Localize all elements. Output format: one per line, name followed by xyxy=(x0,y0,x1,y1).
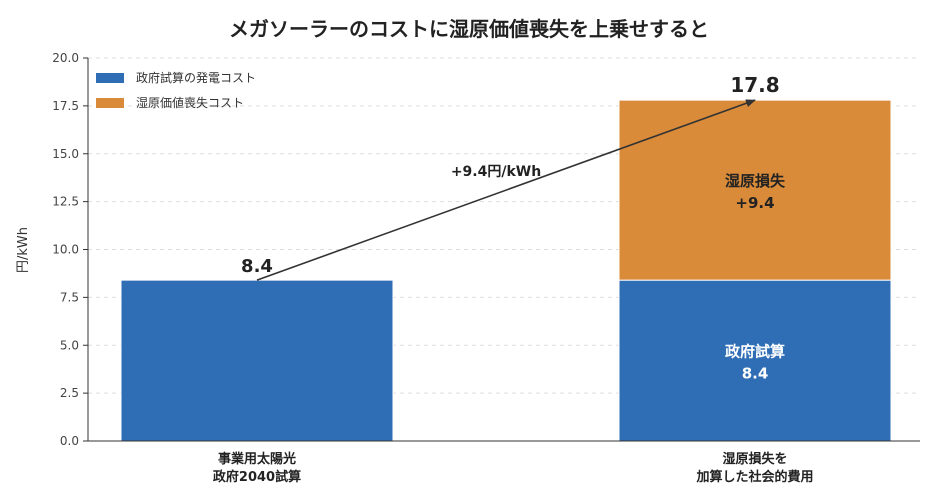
y-tick-label: 2.5 xyxy=(60,386,79,400)
y-tick-label: 17.5 xyxy=(52,99,79,113)
y-tick-label: 12.5 xyxy=(52,195,79,209)
y-tick-label: 20.0 xyxy=(52,51,79,65)
legend-label: 政府試算の発電コスト xyxy=(136,70,256,85)
legend-label: 湿原価値喪失コスト xyxy=(136,95,244,110)
bar-segment xyxy=(120,279,394,442)
y-tick-label: 10.0 xyxy=(52,243,79,257)
bar-segment xyxy=(618,279,892,442)
bar-segment xyxy=(618,99,892,281)
y-tick-label: 7.5 xyxy=(60,290,79,304)
labels: 政府試算 8.4 湿原損失+9.4 8.4 17.8 +9.4円/kWh 事業用太陽光政府2… xyxy=(213,73,814,485)
bar-segment-label: 湿原損失+9.4 xyxy=(725,172,786,212)
bars xyxy=(120,99,892,442)
y-tick-label: 5.0 xyxy=(60,338,79,352)
bar-total-label: 8.4 xyxy=(241,256,273,277)
y-axis-label: 円/kWh xyxy=(16,227,31,273)
legend-swatch xyxy=(96,98,124,108)
y-tick-label: 15.0 xyxy=(52,147,79,161)
y-tick-label: 0.0 xyxy=(60,434,79,448)
x-category-label: 事業用太陽光政府2040試算 xyxy=(213,451,301,485)
bar-total-label: 17.8 xyxy=(730,73,779,97)
axes: 0.0 2.5 5.0 7.5 10.0 12.5 15.0 17.5 20.0 xyxy=(52,51,920,448)
chart-title: メガソーラーのコストに湿原価値喪失を上乗せすると xyxy=(229,17,709,41)
x-category-label: 湿原損失を加算した社会的費用 xyxy=(695,451,813,485)
bar-segment-label: 政府試算 8.4 xyxy=(725,343,785,383)
legend-swatch xyxy=(96,73,124,83)
annotation-label: +9.4円/kWh xyxy=(451,164,541,180)
annotation-arrow xyxy=(256,99,756,281)
